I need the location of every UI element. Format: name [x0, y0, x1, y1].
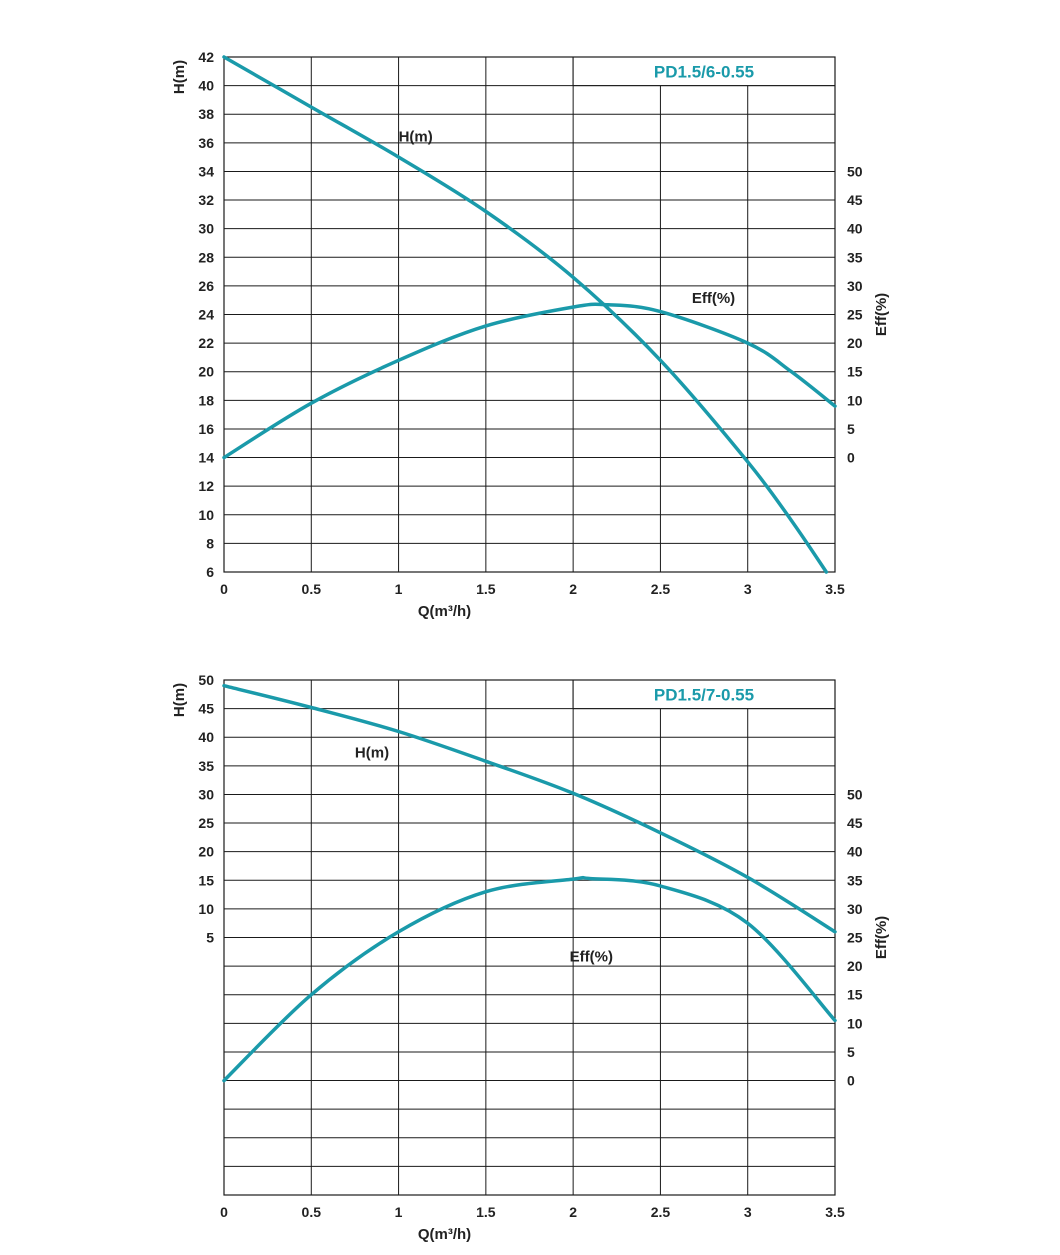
x-tick-label: 0 — [220, 1204, 228, 1220]
y-tick-label: 5 — [206, 930, 214, 946]
x-tick-label: 2.5 — [651, 1204, 671, 1220]
y2-tick-label: 0 — [847, 1073, 855, 1089]
y2-tick-label: 50 — [847, 163, 863, 179]
y-tick-label: 30 — [198, 221, 214, 237]
x-tick-label: 2 — [569, 581, 577, 597]
y-tick-label: 28 — [198, 249, 214, 265]
head-curve — [222, 683, 837, 934]
x-tick-label: 3.5 — [825, 581, 845, 597]
chart-2: PD1.5/7-0.555101520253035404550051015202… — [171, 672, 890, 1243]
y2-axis-label: Eff(%) — [873, 916, 890, 959]
y-tick-label: 45 — [198, 701, 214, 717]
y-tick-label: 10 — [198, 901, 214, 917]
efficiency-curve — [222, 875, 837, 1083]
plot-frame — [223, 679, 836, 1196]
x-tick-label: 2 — [569, 1204, 577, 1220]
y2-tick-label: 25 — [847, 930, 863, 946]
model-title: PD1.5/7-0.55 — [654, 685, 754, 704]
y2-tick-label: 45 — [847, 192, 863, 208]
y2-tick-label: 35 — [847, 872, 863, 888]
y-tick-label: 38 — [198, 106, 214, 122]
y-tick-label: 15 — [198, 872, 214, 888]
x-tick-label: 3.5 — [825, 1204, 845, 1220]
y2-tick-label: 25 — [847, 307, 863, 323]
y-tick-label: 20 — [198, 844, 214, 860]
y-tick-label: 40 — [198, 729, 214, 745]
y-tick-label: 26 — [198, 278, 214, 294]
head-curve-label: H(m) — [355, 744, 389, 761]
x-tick-label: 0.5 — [302, 1204, 322, 1220]
y-tick-label: 40 — [198, 78, 214, 94]
x-tick-label: 3 — [744, 581, 752, 597]
efficiency-curve — [222, 302, 837, 460]
x-tick-label: 1.5 — [476, 581, 496, 597]
y-tick-label: 22 — [198, 335, 214, 351]
y-tick-label: 25 — [198, 815, 214, 831]
y-tick-label: 24 — [198, 307, 214, 323]
y2-tick-label: 20 — [847, 335, 863, 351]
y-tick-label: 32 — [198, 192, 214, 208]
y2-tick-label: 10 — [847, 1015, 863, 1031]
efficiency-curve-label: Eff(%) — [570, 949, 613, 966]
y2-tick-label: 40 — [847, 844, 863, 860]
y2-tick-label: 20 — [847, 958, 863, 974]
y2-tick-label: 40 — [847, 221, 863, 237]
y2-tick-label: 15 — [847, 364, 863, 380]
y-tick-label: 18 — [198, 392, 214, 408]
y2-tick-label: 15 — [847, 987, 863, 1003]
x-tick-label: 0.5 — [302, 581, 322, 597]
x-tick-label: 3 — [744, 1204, 752, 1220]
x-axis-label: Q(m³/h) — [418, 1226, 471, 1243]
x-tick-label: 1 — [395, 1204, 403, 1220]
y2-tick-label: 5 — [847, 1044, 855, 1060]
y-axis-label: H(m) — [171, 683, 188, 717]
y-tick-label: 16 — [198, 421, 214, 437]
efficiency-curve-label: Eff(%) — [692, 290, 735, 307]
y-tick-label: 30 — [198, 786, 214, 802]
x-tick-label: 2.5 — [651, 581, 671, 597]
y2-tick-label: 10 — [847, 392, 863, 408]
x-tick-label: 1.5 — [476, 1204, 496, 1220]
x-tick-label: 0 — [220, 581, 228, 597]
plot-frame — [223, 56, 836, 573]
y2-tick-label: 35 — [847, 249, 863, 265]
y2-tick-label: 50 — [847, 786, 863, 802]
y-tick-label: 8 — [206, 535, 214, 551]
y-tick-label: 34 — [198, 163, 214, 179]
y-tick-label: 42 — [198, 49, 214, 65]
head-curve — [222, 55, 829, 574]
head-curve-label: H(m) — [399, 128, 433, 145]
y2-tick-label: 30 — [847, 278, 863, 294]
y2-tick-label: 0 — [847, 450, 855, 466]
model-title: PD1.5/6-0.55 — [654, 62, 754, 81]
y2-tick-label: 45 — [847, 815, 863, 831]
y-tick-label: 10 — [198, 507, 214, 523]
y-tick-label: 14 — [198, 450, 214, 466]
y-tick-label: 36 — [198, 135, 214, 151]
y2-tick-label: 5 — [847, 421, 855, 437]
y2-axis-label: Eff(%) — [873, 293, 890, 336]
y2-tick-label: 30 — [847, 901, 863, 917]
chart-1: PD1.5/6-0.556810121416182022242628303234… — [171, 49, 890, 620]
y-tick-label: 6 — [206, 564, 214, 580]
x-axis-label: Q(m³/h) — [418, 603, 471, 620]
y-tick-label: 35 — [198, 758, 214, 774]
x-tick-label: 1 — [395, 581, 403, 597]
y-tick-label: 20 — [198, 364, 214, 380]
y-tick-label: 12 — [198, 478, 214, 494]
y-tick-label: 50 — [198, 672, 214, 688]
y-axis-label: H(m) — [171, 60, 188, 94]
